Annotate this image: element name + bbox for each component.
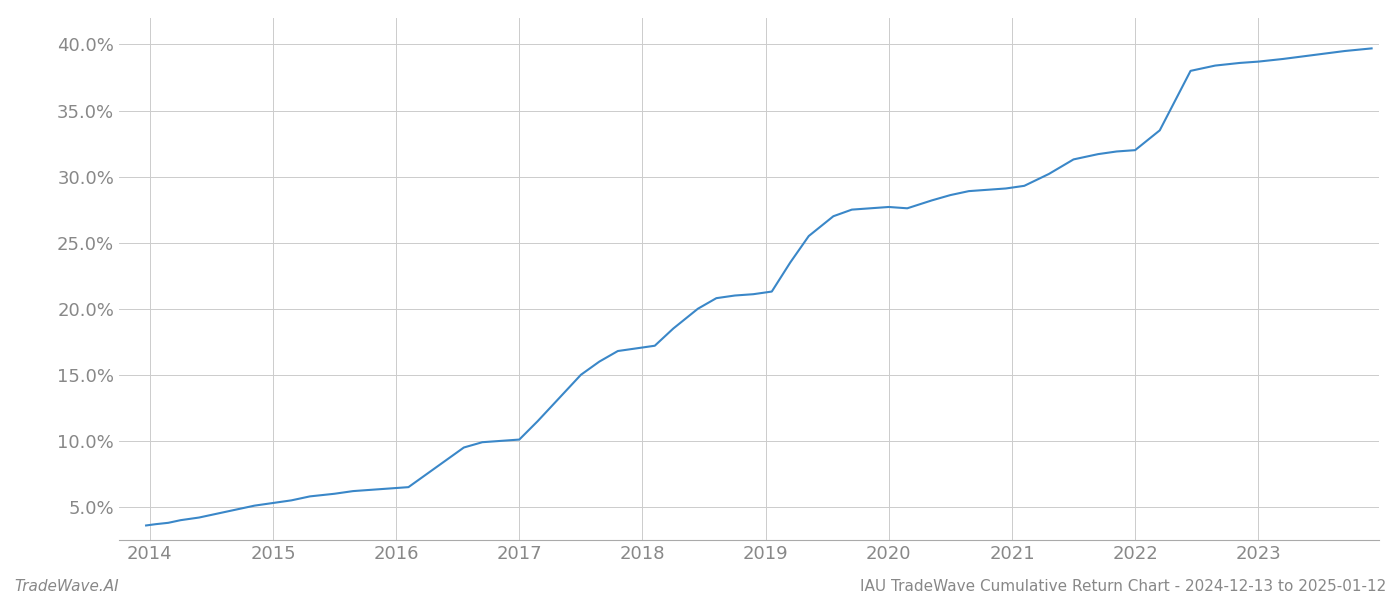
Text: IAU TradeWave Cumulative Return Chart - 2024-12-13 to 2025-01-12: IAU TradeWave Cumulative Return Chart - … xyxy=(860,579,1386,594)
Text: TradeWave.AI: TradeWave.AI xyxy=(14,579,119,594)
